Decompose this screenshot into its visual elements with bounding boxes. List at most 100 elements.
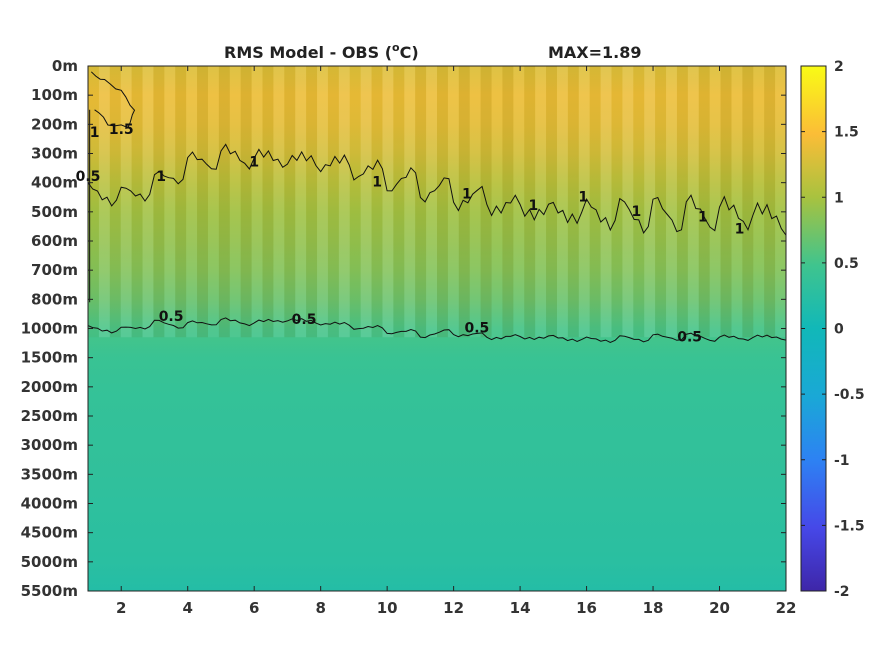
heatmap-column — [775, 66, 786, 338]
heatmap-column — [546, 66, 557, 338]
heatmap-column — [567, 66, 579, 338]
y-tick-label: 2500m — [21, 407, 78, 425]
contour-label: 1 — [578, 189, 588, 205]
x-tick-label: 20 — [709, 599, 730, 617]
contour-label: 1 — [156, 169, 166, 185]
colorbar-tick-label: -1 — [834, 453, 850, 469]
y-tick-label: 400m — [31, 174, 78, 192]
max-label: MAX=1.89 — [548, 43, 642, 62]
heatmap-column — [175, 66, 187, 338]
colorbar — [800, 65, 827, 592]
colorbar-tick-label: 2 — [834, 59, 844, 75]
heatmap-column — [524, 66, 536, 338]
heatmap-column — [338, 66, 350, 338]
contour-label: 0.5 — [159, 309, 184, 325]
heatmap-column — [240, 66, 252, 338]
heatmap-column — [382, 66, 394, 338]
y-tick-label: 700m — [31, 261, 78, 279]
heatmap-column — [633, 66, 645, 338]
x-tick-label: 6 — [249, 599, 259, 617]
y-tick-label: 4000m — [21, 495, 78, 513]
colorbar-tick-label: -0.5 — [834, 387, 865, 403]
contour-label: 0.5 — [464, 321, 489, 337]
heatmap-column — [589, 66, 601, 338]
x-tick-label: 14 — [510, 599, 531, 617]
heatmap-column — [207, 66, 219, 338]
title-main: RMS Model - OBS ( — [224, 43, 392, 62]
heatmap-column — [153, 66, 165, 338]
contour-label: 1 — [698, 210, 708, 226]
heatmap-column — [164, 66, 176, 338]
y-tick-label: 800m — [31, 290, 78, 308]
colorbar-tick-label: 0 — [834, 322, 844, 338]
heatmap-column — [371, 66, 383, 338]
heatmap-column — [600, 66, 612, 338]
x-tick-label: 16 — [576, 599, 597, 617]
heatmap-column — [731, 66, 743, 338]
heatmap-column — [131, 66, 143, 338]
heatmap-column — [229, 66, 241, 338]
colorbar-tick-label: -2 — [834, 584, 850, 600]
x-tick-label: 18 — [643, 599, 664, 617]
contour-label: 1 — [372, 175, 382, 191]
heatmap-column — [393, 66, 405, 338]
x-tick-label: 2 — [116, 599, 126, 617]
heatmap-column — [753, 66, 765, 338]
y-tick-label: 1500m — [21, 349, 78, 367]
heatmap-column — [186, 66, 198, 338]
contour-label: 1 — [462, 186, 472, 202]
heatmap-column — [273, 66, 285, 338]
heatmap-column — [469, 66, 481, 338]
heatmap-column — [611, 66, 623, 338]
y-tick-label: 300m — [31, 145, 78, 163]
x-tick-label: 10 — [377, 599, 398, 617]
heatmap-column — [360, 66, 372, 338]
colorbar-tick-label: 1 — [834, 190, 844, 206]
y-tick-label: 200m — [31, 115, 78, 133]
contour-label: 1 — [249, 154, 259, 170]
y-tick-label: 0m — [52, 57, 78, 75]
heatmap-column — [458, 66, 470, 338]
y-tick-label: 4500m — [21, 524, 78, 542]
heatmap-column — [742, 66, 754, 338]
heatmap-column — [437, 66, 448, 338]
heatmap-column — [491, 66, 503, 338]
y-tick-label: 3500m — [21, 465, 78, 483]
contour-label: 0.5 — [292, 312, 317, 328]
heatmap-column — [644, 66, 656, 338]
heatmap-column — [218, 66, 230, 338]
contour-label: 1 — [529, 198, 539, 214]
x-axis: 2 4 6 8 10 12 14 16 18 20 22 — [116, 66, 796, 617]
contour-label: 1 — [90, 125, 100, 141]
y-axis: 0m 100m 200m 300m 400m 500m 600m 700m 800m 1000m 1… — [21, 57, 786, 600]
heatmap-column — [426, 66, 437, 338]
x-tick-label: 22 — [776, 599, 797, 617]
colorbar-tick-label: -1.5 — [834, 518, 865, 534]
y-tick-label: 100m — [31, 86, 78, 104]
y-tick-label: 500m — [31, 203, 78, 221]
heatmap-column — [622, 66, 634, 338]
heatmap-column — [502, 66, 514, 338]
heatmap-column — [327, 66, 339, 338]
contour-label: 1 — [632, 204, 642, 220]
heatmap-column — [666, 66, 677, 338]
heatmap-column — [698, 66, 710, 338]
heatmap-column — [709, 66, 721, 338]
colorbar-axis: 2 1.5 1 0.5 0 -0.5 -1 -1.5 -2 — [801, 59, 865, 600]
heatmap-column — [88, 66, 99, 338]
y-tick-label: 5000m — [21, 553, 78, 571]
y-tick-label: 3000m — [21, 436, 78, 454]
heatmap-column — [404, 66, 416, 338]
contour-line-1 — [88, 143, 786, 236]
heatmap-column — [142, 66, 154, 338]
heatmap-column — [655, 66, 667, 338]
x-tick-label: 12 — [443, 599, 464, 617]
title-degree: o — [392, 41, 400, 54]
contour-line-1-5 — [90, 71, 136, 129]
contour-label: 0.5 — [677, 329, 702, 345]
y-tick-label: 5500m — [21, 582, 78, 600]
svg-text:RMS Model - OBS (oC): RMS Model - OBS (oC) — [224, 41, 419, 62]
x-tick-label: 8 — [315, 599, 325, 617]
